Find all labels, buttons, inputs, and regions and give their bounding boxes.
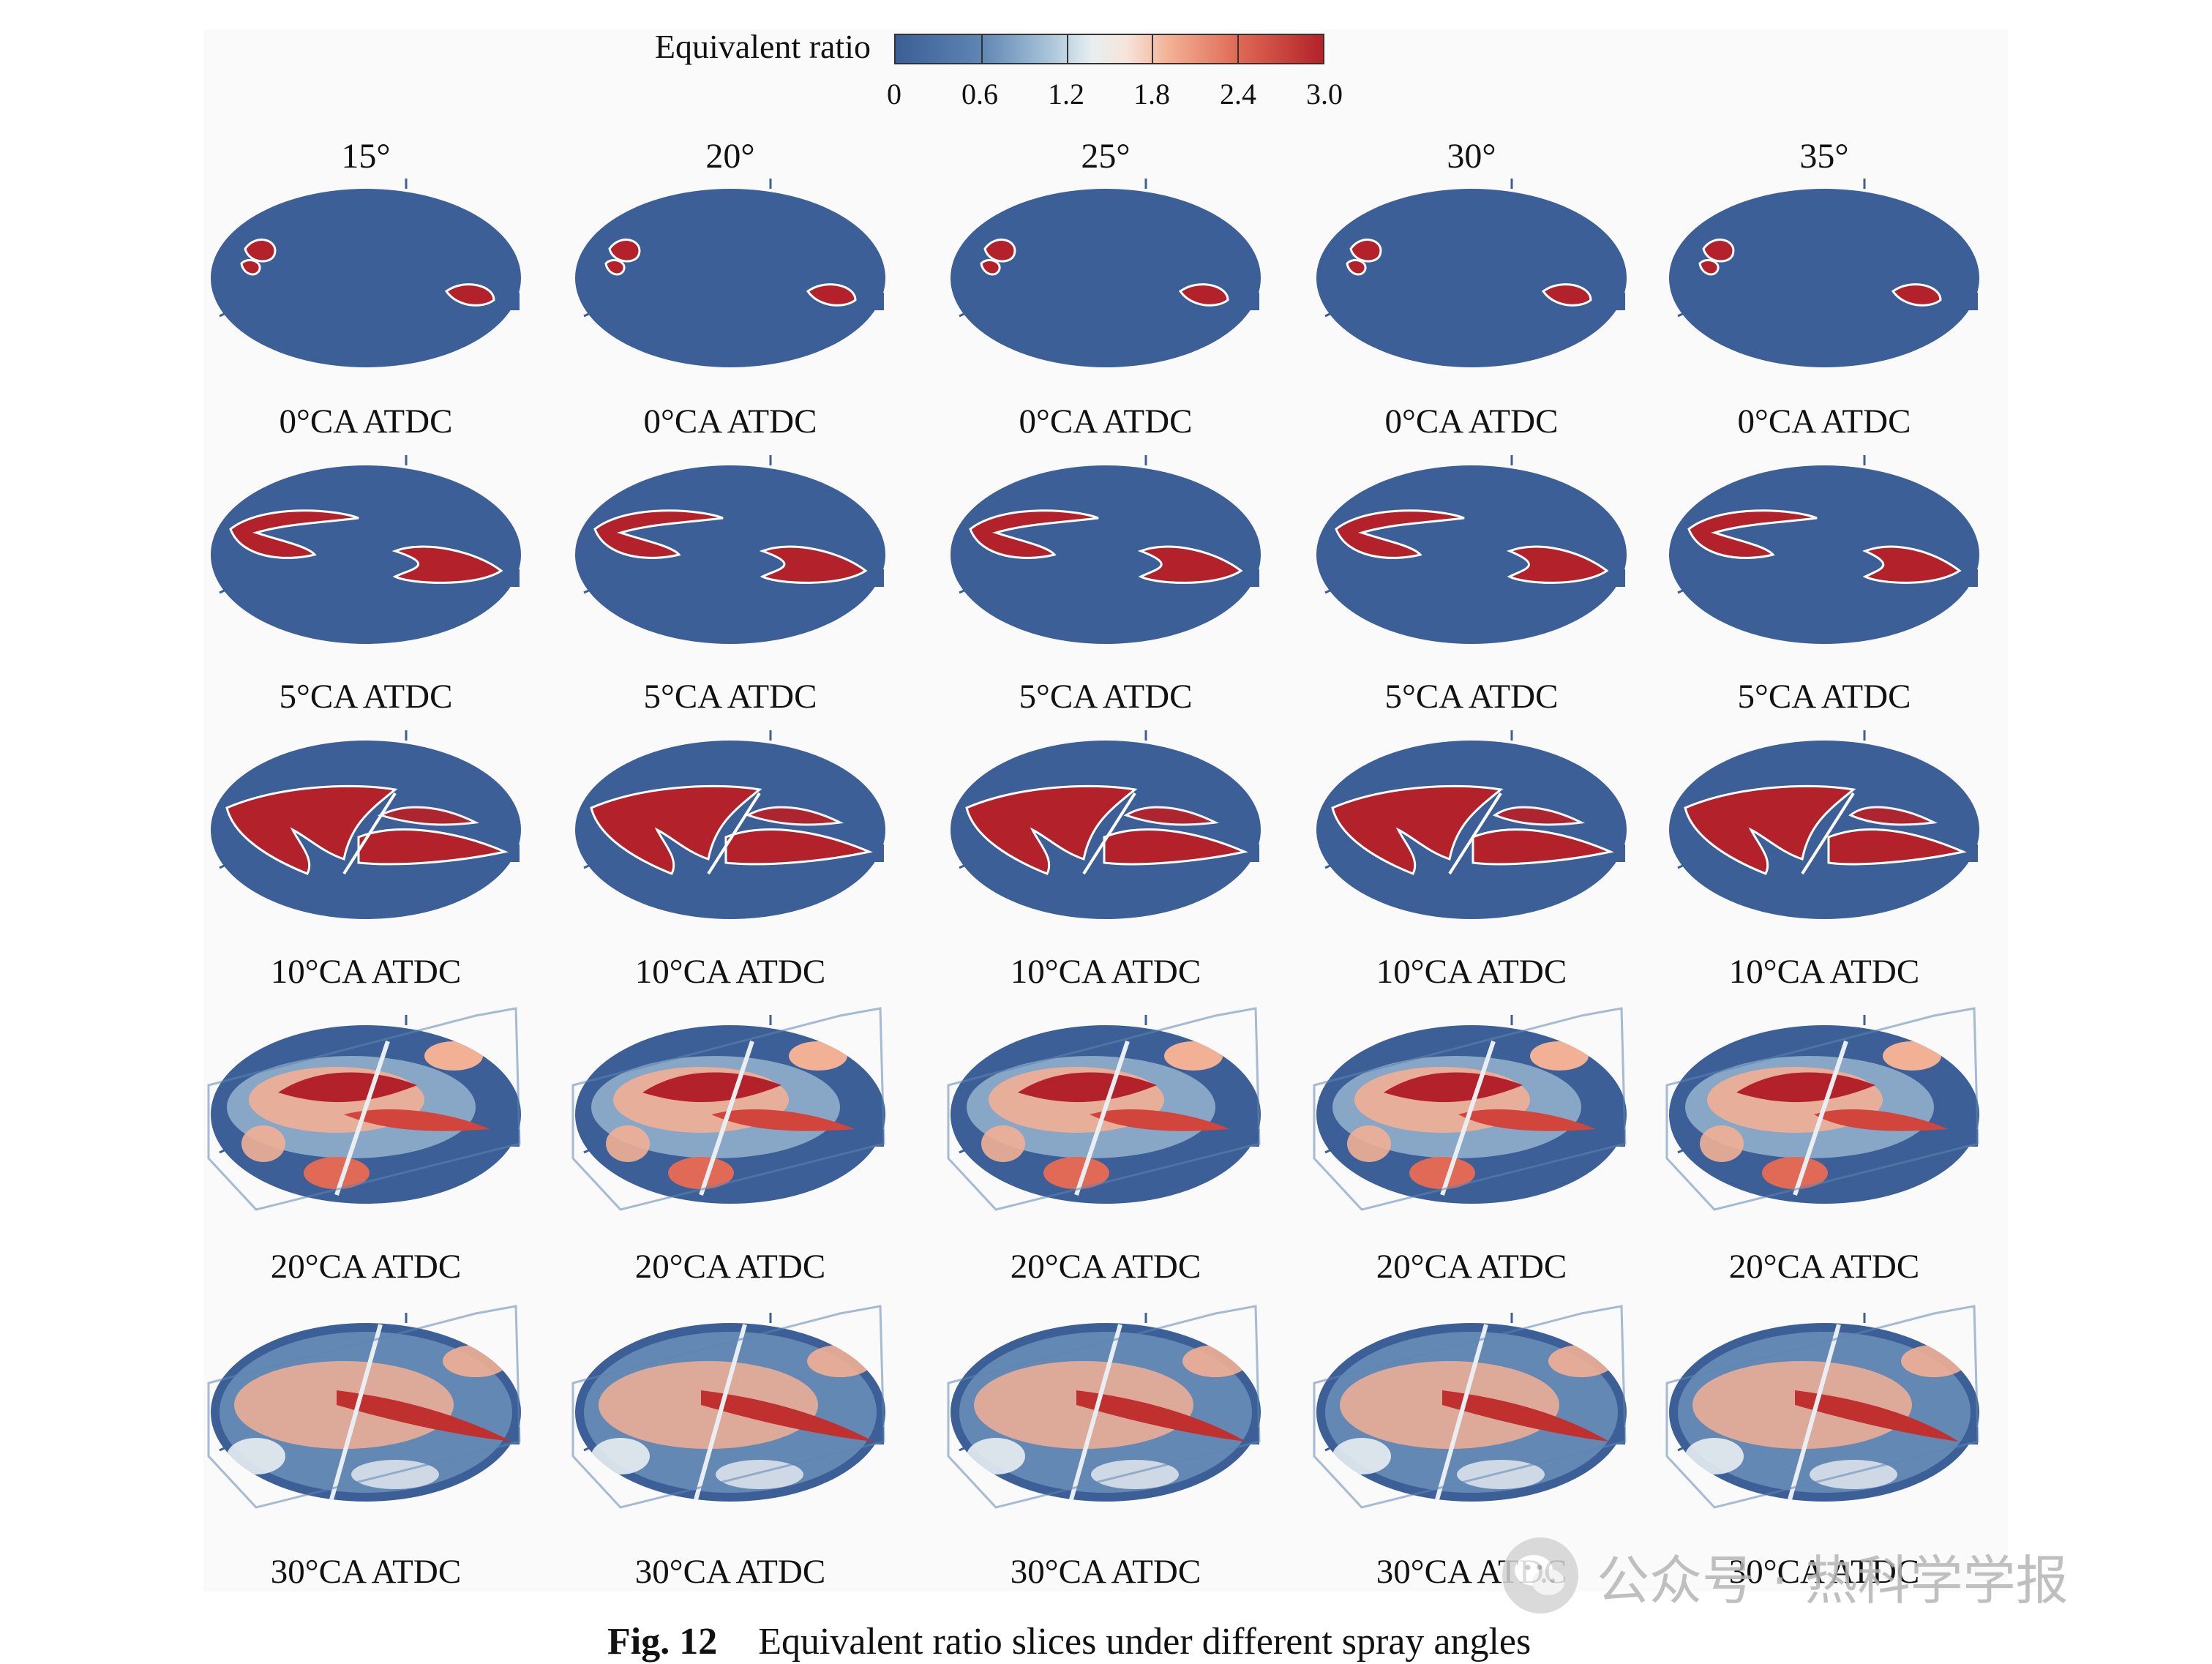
equivalent-ratio-slice-image <box>951 730 1261 919</box>
equivalent-ratio-slice-image <box>1316 179 1627 367</box>
row-label-crank-angle: 30°CA ATDC <box>634 1553 826 1591</box>
equivalent-ratio-slice-image <box>1316 730 1627 919</box>
equivalent-ratio-slice-image <box>211 730 521 919</box>
row-label-crank-angle: 20°CA ATDC <box>270 1248 462 1286</box>
wechat-logo-icon <box>1502 1537 1578 1614</box>
colorbar-tick: 1.8 <box>1133 78 1170 110</box>
equivalent-ratio-slice-image <box>1313 1007 1627 1211</box>
row-label-crank-angle: 10°CA ATDC <box>270 953 462 991</box>
colorbar-tick: 2.4 <box>1220 78 1256 110</box>
row-label-crank-angle: 30°CA ATDC <box>1728 1553 1920 1591</box>
colorbar-tick: 0 <box>887 78 901 110</box>
watermark-text: 公众号 · 热科学学报 <box>1597 1549 2069 1611</box>
equivalent-ratio-slice-image <box>947 1305 1261 1509</box>
row-label-crank-angle: 10°CA ATDC <box>1376 953 1567 991</box>
row-label-crank-angle: 30°CA ATDC <box>270 1553 462 1591</box>
column-header-spray-angle: 15° <box>341 137 391 176</box>
row-label-crank-angle: 0°CA ATDC <box>643 402 817 441</box>
colorbar-title: Equivalent ratio <box>654 28 871 65</box>
row-label-crank-angle: 5°CA ATDC <box>1737 678 1911 716</box>
column-header-spray-angle: 25° <box>1081 137 1131 176</box>
equivalent-ratio-slice-image <box>571 1305 885 1509</box>
colorbar-divider <box>1066 35 1068 63</box>
row-label-crank-angle: 20°CA ATDC <box>1376 1248 1567 1286</box>
row-label-crank-angle: 5°CA ATDC <box>1384 678 1559 716</box>
row-label-crank-angle: 5°CA ATDC <box>279 678 453 716</box>
row-label-crank-angle: 10°CA ATDC <box>634 953 826 991</box>
equivalent-ratio-slice-image <box>571 1007 885 1211</box>
row-label-crank-angle: 20°CA ATDC <box>1010 1248 1201 1286</box>
equivalent-ratio-slice-image <box>1665 1305 1979 1509</box>
row-label-crank-angle: 0°CA ATDC <box>1019 402 1193 441</box>
equivalent-ratio-slice-image <box>207 1305 521 1509</box>
colorbar-tick: 1.2 <box>1048 78 1084 110</box>
column-header-spray-angle: 20° <box>705 137 755 176</box>
equivalent-ratio-slice-image <box>947 1007 1261 1211</box>
equivalent-ratio-slice-image <box>1313 1305 1627 1509</box>
row-label-crank-angle: 5°CA ATDC <box>643 678 817 716</box>
colorbar-tick: 0.6 <box>961 78 998 110</box>
figure-number: Fig. 12 <box>607 1621 718 1663</box>
equivalent-ratio-slice-image <box>1669 455 1979 644</box>
equivalent-ratio-slice-image <box>211 179 521 367</box>
row-label-crank-angle: 0°CA ATDC <box>1737 402 1911 441</box>
colorbar-tick: 3.0 <box>1306 78 1343 110</box>
colorbar-divider <box>1152 35 1154 63</box>
row-label-crank-angle: 20°CA ATDC <box>1728 1248 1920 1286</box>
equivalent-ratio-slice-image <box>211 455 521 644</box>
caption-text: Equivalent ratio slices under different … <box>758 1621 1531 1663</box>
equivalent-ratio-slice-image <box>1665 1007 1979 1211</box>
equivalent-ratio-slice-image <box>951 179 1261 367</box>
figure-caption: Fig. 12 Equivalent ratio slices under dif… <box>607 1620 1705 1664</box>
row-label-crank-angle: 5°CA ATDC <box>1019 678 1193 716</box>
equivalent-ratio-slice-image <box>1669 179 1979 367</box>
equivalent-ratio-slice-image <box>951 455 1261 644</box>
equivalent-ratio-slice-image <box>575 179 885 367</box>
row-label-crank-angle: 10°CA ATDC <box>1010 953 1201 991</box>
equivalent-ratio-slice-image <box>575 455 885 644</box>
watermark: 公众号 · 热科学学报 <box>1500 1535 2069 1616</box>
row-label-crank-angle: 0°CA ATDC <box>279 402 453 441</box>
row-label-crank-angle: 20°CA ATDC <box>634 1248 826 1286</box>
equivalent-ratio-slice-image <box>1669 730 1979 919</box>
row-label-crank-angle: 0°CA ATDC <box>1384 402 1559 441</box>
equivalent-ratio-slice-image <box>575 730 885 919</box>
equivalent-ratio-slice-image <box>1316 455 1627 644</box>
colorbar-divider <box>981 35 983 63</box>
equivalent-ratio-slice-image <box>207 1007 521 1211</box>
colorbar <box>894 34 1324 64</box>
row-label-crank-angle: 10°CA ATDC <box>1728 953 1920 991</box>
column-header-spray-angle: 30° <box>1447 137 1496 176</box>
colorbar-divider <box>1237 35 1240 63</box>
row-label-crank-angle: 30°CA ATDC <box>1010 1553 1201 1591</box>
column-header-spray-angle: 35° <box>1799 137 1849 176</box>
